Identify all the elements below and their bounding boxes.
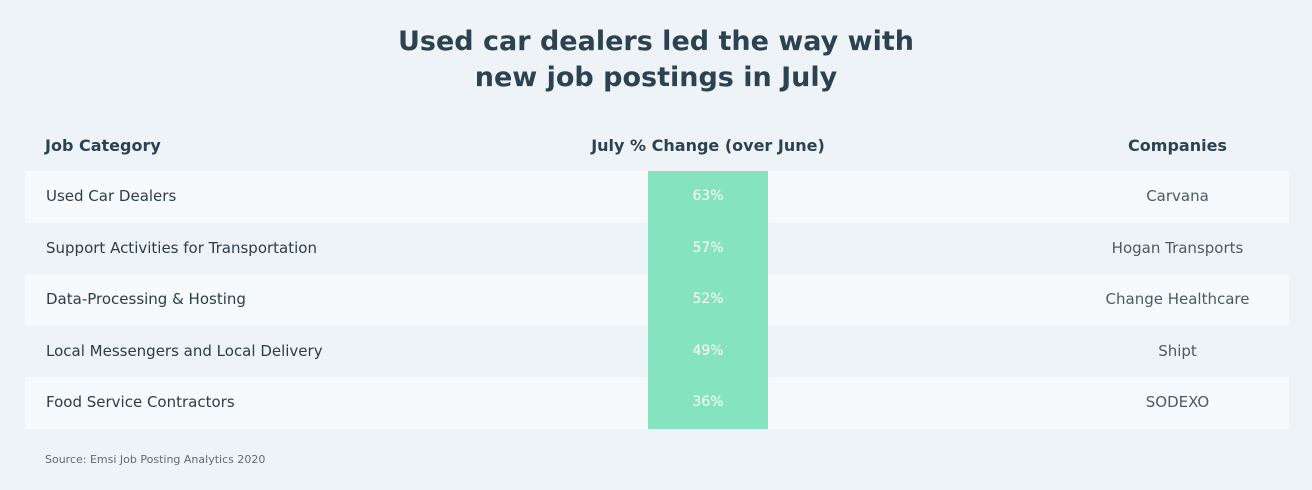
chart-title-line-2: new job postings in July bbox=[474, 62, 838, 93]
row-category: Data-Processing & Hosting bbox=[46, 290, 246, 309]
chart-title: Used car dealers led the way with new jo… bbox=[0, 24, 1312, 96]
row-change-value: 63% bbox=[692, 188, 724, 204]
row-change-value: 36% bbox=[692, 394, 724, 411]
row-category: Food Service Contractors bbox=[46, 393, 235, 412]
row-category: Support Activities for Transportation bbox=[46, 238, 317, 257]
header-companies: Companies bbox=[1128, 136, 1227, 155]
change-column-highlight bbox=[648, 171, 768, 429]
row-change-value: 52% bbox=[692, 291, 724, 308]
row-company: SODEXO bbox=[1145, 393, 1210, 412]
row-category: Used Car Dealers bbox=[46, 187, 177, 205]
row-company: Hogan Transports bbox=[1111, 238, 1244, 257]
header-job-category: Job Category bbox=[45, 136, 161, 155]
row-change-value: 49% bbox=[692, 342, 724, 359]
row-company: Carvana bbox=[1146, 187, 1209, 205]
row-company: Shipt bbox=[1158, 341, 1197, 360]
row-company: Change Healthcare bbox=[1105, 290, 1250, 309]
chart-title-line-1: Used car dealers led the way with bbox=[398, 26, 914, 57]
source-note: Source: Emsi Job Posting Analytics 2020 bbox=[45, 453, 266, 466]
row-change-value: 57% bbox=[692, 239, 724, 256]
header-july-change: July % Change (over June) bbox=[591, 136, 825, 155]
row-category: Local Messengers and Local Delivery bbox=[46, 341, 323, 360]
